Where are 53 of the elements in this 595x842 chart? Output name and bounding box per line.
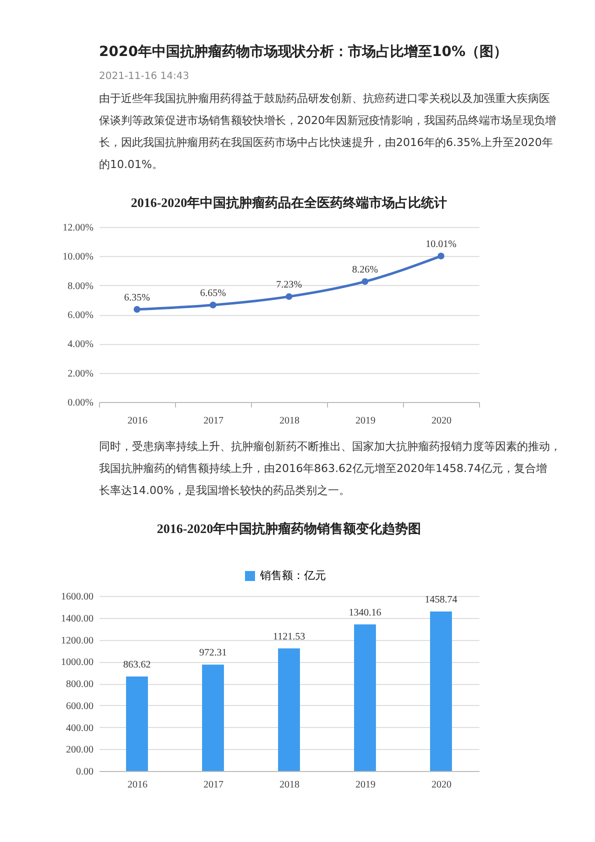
x-tick-label: 2018 (280, 416, 300, 426)
text: 2020年中国抗肿瘤药物市场现状分析：市场占比增至10%（图） (99, 43, 508, 60)
x-tick-label: 2016 (128, 780, 148, 790)
bar (278, 648, 300, 771)
y-tick-label: 2.00% (68, 368, 94, 380)
y-tick-label: 0.00% (68, 398, 94, 408)
y-tick-label: 0.00 (76, 766, 94, 778)
chart-title: 2016-2020年中国抗肿瘤药物销售额变化趋势图 (156, 521, 422, 536)
y-tick-label: 800.00 (66, 679, 94, 690)
y-tick-label: 200.00 (66, 744, 94, 756)
y-tick-label: 1400.00 (61, 613, 94, 624)
text: 由于近些年我国抗肿瘤用药得益于鼓励药品研发创新、抗癌药进口零关税以及加强重大疾病医保谈判等政策促进市场销售额较快增长，2020年因新冠疫情影响，我国药品终端市场呈现负增长，因此我国抗肿瘤用药在我国医药市场中占比快速提升，由2016年的6.35%上升至2020年的10.01%。 (99, 92, 556, 171)
y-tick-label: 4.00% (68, 339, 94, 350)
point (286, 293, 292, 300)
y-tick-label: 12.00% (62, 222, 94, 234)
text: 同时，受患病率持续上升、抗肿瘤创新药不断推出、国家加大抗肿瘤药报销力度等因素的推动，我国抗肿瘤药的销售额持续上升，由2016年863.62亿元增至2020年1458.74亿元，复合增长率达14.00%，是我国增长较快的药品类别之一。 (99, 440, 561, 497)
point (438, 252, 444, 260)
x-tick-label: 2019 (356, 416, 376, 426)
point (210, 302, 216, 308)
data-label: 6.35% (124, 292, 150, 304)
point (134, 306, 140, 313)
data-label: 8.26% (352, 264, 378, 276)
y-tick-label: 1000.00 (61, 657, 94, 668)
y-tick-label: 400.00 (66, 722, 94, 734)
legend-label: 销售额：亿元 (259, 569, 326, 582)
point (362, 278, 368, 285)
data-label: 1121.53 (272, 631, 306, 642)
data-label: 10.01% (426, 239, 456, 250)
y-tick-label: 600.00 (66, 700, 94, 712)
data-label: 863.62 (123, 660, 151, 671)
data-label: 6.65% (200, 288, 226, 300)
bar (126, 676, 148, 771)
bar (430, 611, 452, 771)
x-tick-label: 2020 (432, 416, 452, 426)
x-tick-label: 2017 (204, 416, 224, 426)
x-tick-label: 2020 (432, 780, 452, 790)
data-label: 972.31 (199, 648, 227, 659)
chart-title: 2016-2020年中国抗肿瘤药品在全医药终端市场占比统计 (130, 195, 448, 210)
x-tick-label: 2016 (128, 416, 148, 426)
y-tick-label: 8.00% (68, 280, 94, 292)
x-tick-label: 2017 (204, 780, 224, 790)
bar (354, 624, 376, 771)
bar (202, 664, 224, 771)
y-tick-label: 1600.00 (61, 592, 94, 602)
y-tick-label: 1200.00 (61, 635, 94, 646)
data-label: 7.23% (276, 280, 302, 291)
data-label: 1340.16 (348, 607, 382, 618)
x-tick-label: 2019 (356, 780, 376, 790)
x-tick-label: 2018 (280, 780, 300, 790)
y-tick-label: 6.00% (68, 310, 94, 321)
text: 2021-11-16 14:43 (99, 71, 190, 82)
data-label: 1458.74 (424, 594, 458, 606)
y-tick-label: 10.00% (62, 252, 94, 263)
